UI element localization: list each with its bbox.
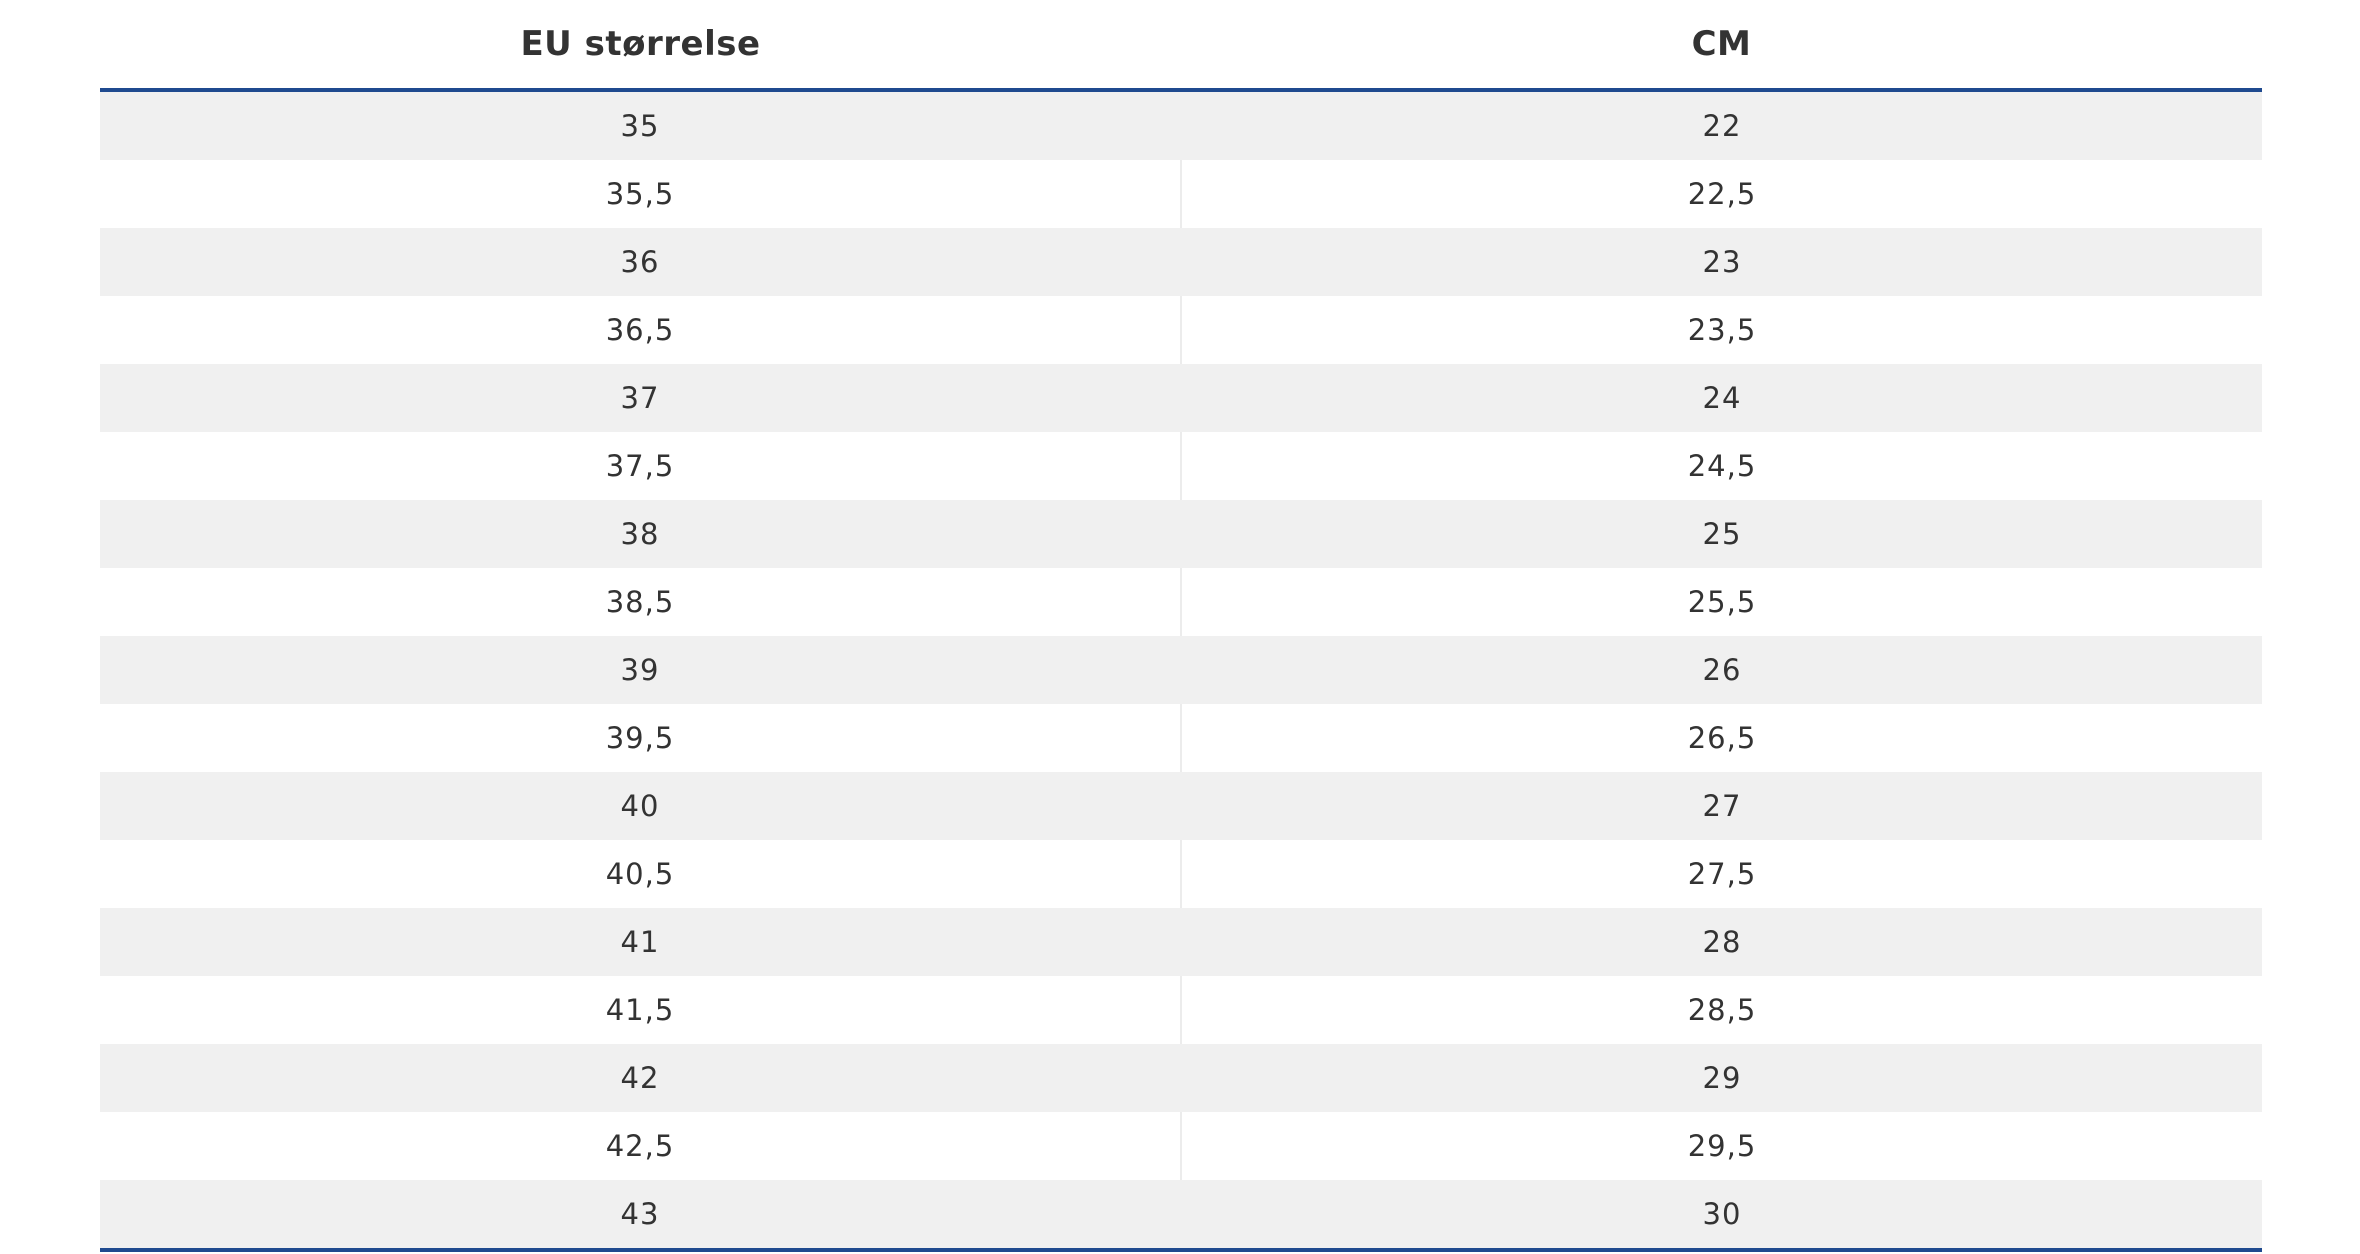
eu-size-cell: 40 [100,772,1182,840]
table-row: 38 25 [100,500,2262,568]
header-row: EU størrelse CM [100,0,2262,92]
table-row: 37 24 [100,364,2262,432]
eu-size-cell: 38 [100,500,1182,568]
eu-size-cell: 35,5 [100,160,1182,228]
cm-cell: 29 [1181,1044,2262,1112]
table-row: 43 30 [100,1180,2262,1252]
eu-size-cell: 40,5 [100,840,1182,908]
cm-cell: 23,5 [1181,296,2262,364]
cm-cell: 25 [1181,500,2262,568]
eu-size-cell: 39 [100,636,1182,704]
table-row: 42 29 [100,1044,2262,1112]
table-row: 40 27 [100,772,2262,840]
cm-cell: 30 [1181,1180,2262,1252]
cm-cell: 25,5 [1181,568,2262,636]
eu-size-cell: 39,5 [100,704,1182,772]
cm-cell: 22 [1181,90,2262,160]
cm-cell: 28,5 [1181,976,2262,1044]
header-cm: CM [1181,0,2262,92]
cm-cell: 24 [1181,364,2262,432]
eu-size-cell: 41,5 [100,976,1182,1044]
eu-size-cell: 41 [100,908,1182,976]
size-conversion-table: EU størrelse CM 35 22 35,5 22,5 36 23 36,5 2… [100,0,2262,1252]
table-body: 35 22 35,5 22,5 36 23 36,5 23,5 37 24 37,5 24,… [100,90,2262,1252]
cm-cell: 27,5 [1181,840,2262,908]
eu-size-cell: 37 [100,364,1182,432]
table-row: 39 26 [100,636,2262,704]
cm-cell: 26,5 [1181,704,2262,772]
table-row: 38,5 25,5 [100,568,2262,636]
eu-size-cell: 42 [100,1044,1182,1112]
cm-cell: 28 [1181,908,2262,976]
eu-size-cell: 36,5 [100,296,1182,364]
cm-cell: 27 [1181,772,2262,840]
table-header: EU størrelse CM [100,0,2262,92]
eu-size-cell: 36 [100,228,1182,296]
table-row: 41 28 [100,908,2262,976]
table-row: 36,5 23,5 [100,296,2262,364]
table-row: 35 22 [100,90,2262,160]
eu-size-cell: 38,5 [100,568,1182,636]
table-row: 37,5 24,5 [100,432,2262,500]
cm-cell: 26 [1181,636,2262,704]
table-row: 39,5 26,5 [100,704,2262,772]
header-eu-size: EU størrelse [100,0,1181,92]
table-row: 40,5 27,5 [100,840,2262,908]
table-row: 36 23 [100,228,2262,296]
eu-size-cell: 42,5 [100,1112,1182,1180]
cm-cell: 22,5 [1181,160,2262,228]
table-row: 35,5 22,5 [100,160,2262,228]
cm-cell: 24,5 [1181,432,2262,500]
eu-size-cell: 35 [100,90,1182,160]
table-row: 41,5 28,5 [100,976,2262,1044]
eu-size-cell: 43 [100,1180,1182,1252]
cm-cell: 23 [1181,228,2262,296]
eu-size-cell: 37,5 [100,432,1182,500]
cm-cell: 29,5 [1181,1112,2262,1180]
table-row: 42,5 29,5 [100,1112,2262,1180]
